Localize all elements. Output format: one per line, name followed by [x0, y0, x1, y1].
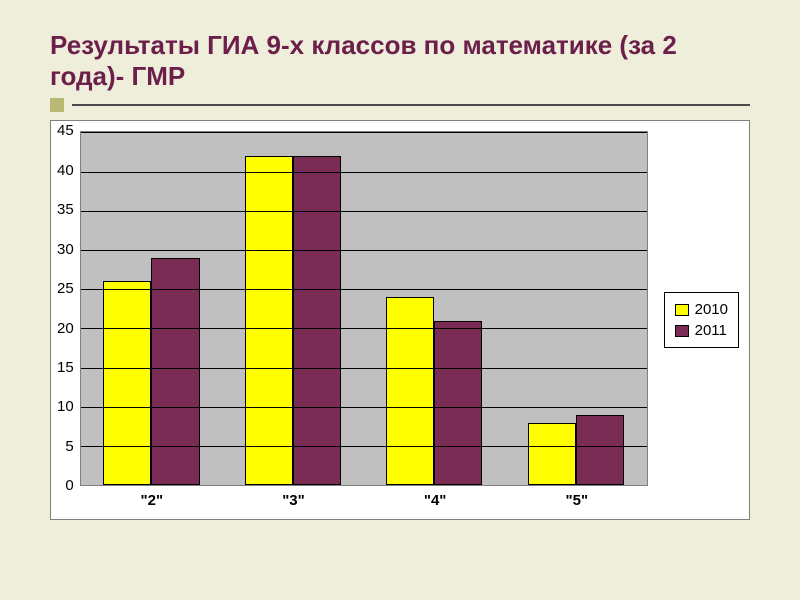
title-rule-square: [50, 98, 64, 112]
plot-row: 454035302520151050: [57, 131, 648, 486]
x-tick-label: "2": [81, 486, 223, 509]
gridline: [81, 368, 647, 369]
gridline: [81, 289, 647, 290]
bar-group: [505, 132, 646, 485]
y-axis: 454035302520151050: [57, 131, 80, 486]
bars-layer: [81, 132, 647, 485]
legend-swatch: [675, 304, 689, 316]
title-block: Результаты ГИА 9-х классов по математике…: [50, 30, 750, 112]
legend: 2010 2011: [664, 292, 739, 348]
title-rule: [50, 98, 750, 112]
slide-title: Результаты ГИА 9-х классов по математике…: [50, 30, 750, 92]
legend-item: 2011: [675, 320, 728, 341]
legend-label: 2010: [695, 301, 728, 318]
bar: [151, 258, 199, 485]
bar: [434, 321, 482, 486]
plot-wrap: 454035302520151050 "2""3""4""5": [57, 131, 648, 509]
chart-container: 454035302520151050 "2""3""4""5" 2010 2011: [50, 120, 750, 520]
plot-area: [80, 131, 648, 486]
gridline: [81, 172, 647, 173]
gridline: [81, 211, 647, 212]
gridline: [81, 250, 647, 251]
gridline: [81, 328, 647, 329]
legend-label: 2011: [695, 322, 727, 339]
x-tick-label: "4": [364, 486, 506, 509]
gridline: [81, 407, 647, 408]
x-axis-labels: "2""3""4""5": [81, 486, 648, 509]
bar-group: [364, 132, 505, 485]
gridline: [81, 132, 647, 133]
slide: Результаты ГИА 9-х классов по математике…: [0, 0, 800, 600]
bar: [245, 156, 293, 485]
bar: [293, 156, 341, 485]
x-axis: "2""3""4""5": [57, 486, 648, 509]
bar: [576, 415, 624, 486]
bar-group: [81, 132, 222, 485]
legend-swatch: [675, 325, 689, 337]
bar: [386, 297, 434, 485]
gridline: [81, 446, 647, 447]
bar-group: [222, 132, 363, 485]
bar: [528, 423, 576, 486]
title-rule-line: [72, 104, 750, 106]
x-tick-label: "3": [223, 486, 365, 509]
legend-item: 2010: [675, 299, 728, 320]
x-tick-label: "5": [506, 486, 648, 509]
bar: [103, 281, 151, 485]
